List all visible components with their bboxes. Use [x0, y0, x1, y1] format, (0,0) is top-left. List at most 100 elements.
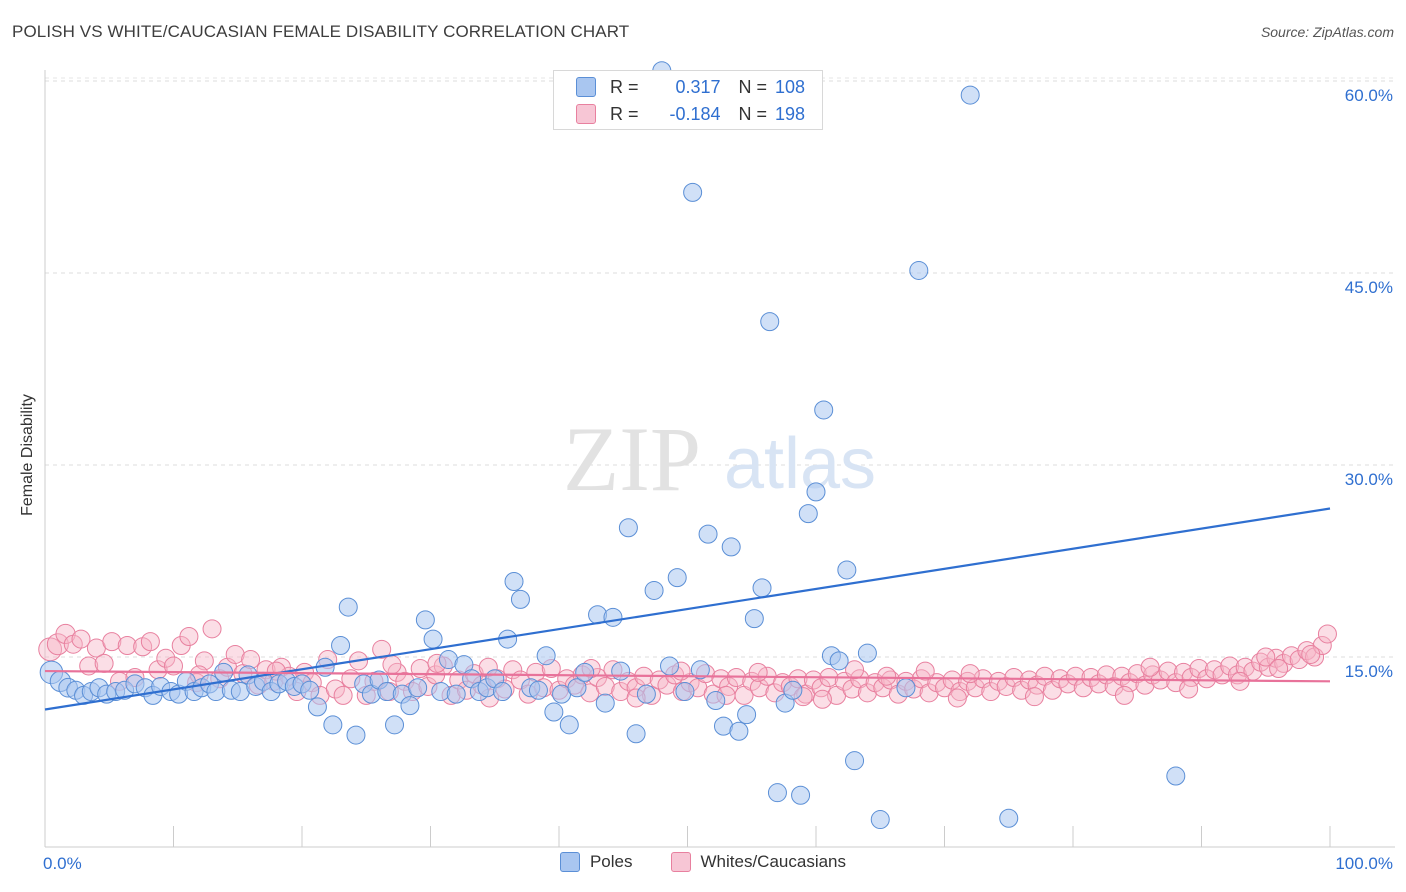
y-tick-label-1: 30.0% — [1345, 470, 1393, 489]
poles-point-66 — [559, 715, 579, 735]
poles-point-67 — [567, 678, 587, 698]
poles-point-91 — [760, 312, 780, 332]
poles-point-89 — [744, 609, 764, 629]
whites-point-38 — [333, 685, 353, 705]
whites-point-177 — [960, 664, 980, 684]
whites-point-186 — [947, 688, 967, 708]
stats-legend: R = 0.317 N = 108 R = -0.184 N = 198 — [553, 70, 823, 130]
poles-point-86 — [721, 537, 741, 557]
watermark-atlas: atlas — [724, 424, 876, 504]
whites-point-179 — [1256, 647, 1276, 667]
series-legend: Poles Whites/Caucasians — [0, 852, 1406, 872]
whites-point-173 — [748, 662, 768, 682]
legend-whites-label: Whites/Caucasians — [700, 852, 847, 871]
whites-point-185 — [812, 689, 832, 709]
whites-n-label: N = — [738, 103, 768, 124]
x-tick-label-0: 0.0% — [43, 854, 82, 873]
poles-point-43 — [385, 715, 405, 735]
poles-point-35 — [323, 715, 343, 735]
whites-point-13 — [140, 632, 160, 652]
poles-swatch — [576, 77, 596, 97]
poles-point-94 — [783, 680, 803, 700]
whites-point-2 — [55, 623, 76, 645]
poles-point-51 — [446, 684, 466, 704]
whites-point-166 — [1317, 624, 1337, 644]
poles-trend-line — [44, 507, 1331, 711]
whites-point-16 — [164, 656, 183, 676]
whites-point-92 — [749, 678, 769, 698]
poles-point-63 — [536, 646, 556, 666]
y-tick-label-3: 60.0% — [1345, 86, 1393, 105]
poles-point-46 — [408, 678, 428, 698]
whites-point-8 — [102, 632, 122, 652]
whites-point-176 — [877, 666, 897, 686]
tick-labels: 15.0% 30.0% 45.0% 60.0% 0.0% 100.0% — [43, 86, 1393, 873]
whites-point-174 — [845, 660, 865, 680]
poles-r-value: 0.317 — [675, 76, 721, 97]
poles-point-33 — [307, 697, 327, 717]
poles-point-96 — [798, 504, 818, 524]
poles-point-75 — [636, 684, 656, 704]
whites-r-value: -0.184 — [669, 103, 721, 124]
poles-point-59 — [504, 571, 524, 591]
legend-item-whites[interactable]: Whites/Caucasians — [670, 852, 847, 872]
source-label: Source: ZipAtlas.com — [1260, 24, 1394, 40]
whites-point-133 — [1066, 666, 1086, 686]
poles-point-36 — [331, 635, 351, 655]
whites-point-104 — [842, 679, 862, 699]
legend-item-poles[interactable]: Poles — [559, 852, 633, 872]
poles-point-71 — [603, 607, 623, 627]
whites-point-117 — [942, 670, 962, 690]
x-tick-label-1: 100.0% — [1335, 854, 1393, 873]
legend-poles-swatch — [559, 852, 580, 872]
poles-point-95 — [791, 785, 811, 805]
poles-point-47 — [415, 610, 435, 630]
poles-point-74 — [626, 724, 646, 744]
legend-whites-swatch — [670, 852, 691, 872]
poles-point-73 — [618, 518, 638, 538]
whites-point-187 — [1024, 687, 1044, 707]
poles-point-90 — [752, 578, 772, 598]
poles-point-88 — [737, 705, 757, 725]
whites-point-175 — [915, 661, 935, 681]
whites-point-18 — [179, 627, 199, 647]
whites-point-20 — [194, 651, 214, 671]
poles-point-92 — [767, 783, 787, 803]
stats-row-poles: R = 0.317 N = 108 — [576, 74, 805, 100]
whites-point-99 — [803, 670, 823, 690]
poles-point-100 — [829, 651, 849, 671]
poles-point-109 — [1166, 766, 1186, 786]
poles-point-80 — [675, 682, 695, 702]
poles-point-70 — [595, 693, 615, 713]
whites-point-160 — [1274, 653, 1294, 673]
poles-point-76 — [644, 580, 664, 600]
poles-point-103 — [857, 643, 877, 663]
chart-title: POLISH VS WHITE/CAUCASIAN FEMALE DISABIL… — [12, 22, 630, 41]
whites-swatch — [576, 104, 596, 124]
poles-point-106 — [909, 260, 929, 280]
poles-point-62 — [528, 680, 548, 700]
watermark-zip: ZIP — [563, 408, 701, 510]
whites-point-188 — [1114, 685, 1134, 705]
poles-point-82 — [690, 660, 710, 680]
stats-row-whites: R = -0.184 N = 198 — [576, 101, 805, 127]
whites-point-15 — [156, 648, 176, 668]
poles-point-78 — [660, 656, 680, 676]
whites-point-180 — [1301, 644, 1321, 664]
poles-point-60 — [510, 589, 530, 609]
whites-point-43 — [372, 639, 392, 659]
poles-point-81 — [683, 182, 703, 202]
poles-point-105 — [896, 678, 916, 698]
poles-point-72 — [611, 661, 631, 681]
poles-point-108 — [999, 808, 1019, 828]
poles-point-57 — [492, 682, 512, 702]
axes — [44, 70, 1395, 848]
poles-point-104 — [870, 810, 890, 830]
whites-point-1 — [46, 633, 69, 656]
poles-point-107 — [960, 85, 980, 105]
poles-point-37 — [338, 597, 358, 617]
whites-point-169 — [382, 655, 402, 675]
whites-n-value: 198 — [775, 103, 806, 124]
whites-point-106 — [857, 683, 877, 703]
